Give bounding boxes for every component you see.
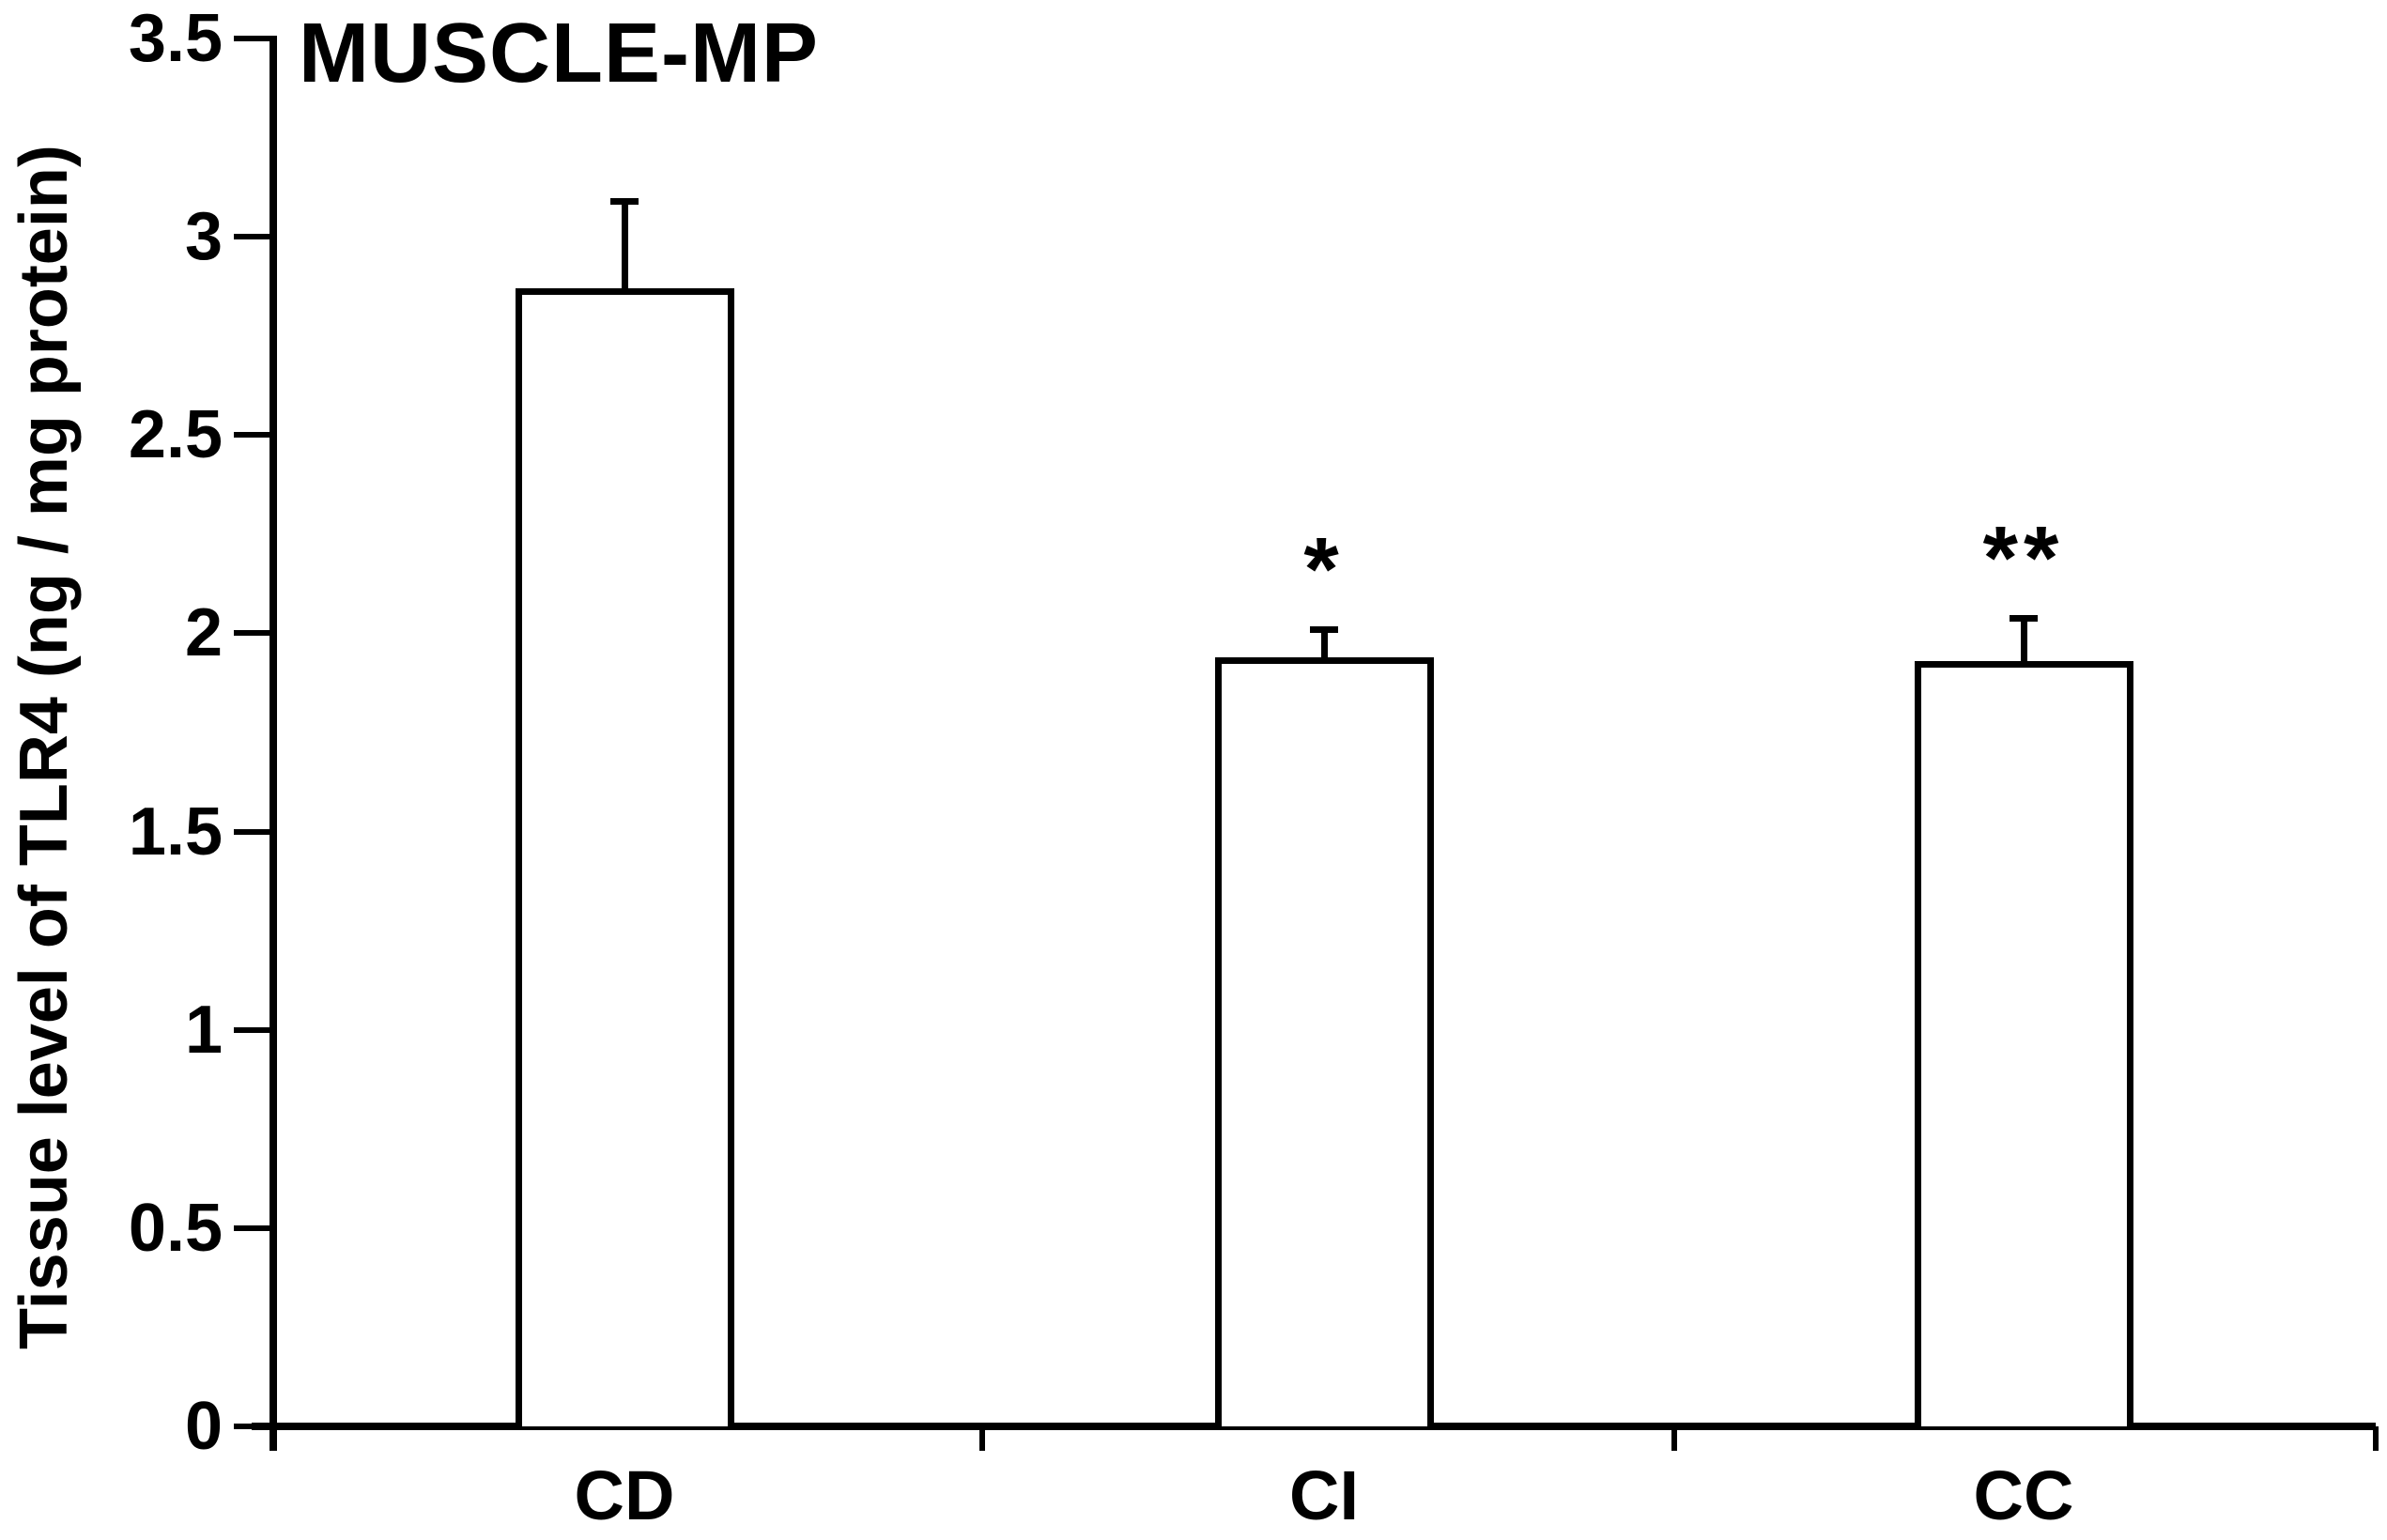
y-tick-label: 1 (184, 992, 223, 1068)
y-axis-tick (234, 1424, 270, 1429)
y-tick-label: 3 (184, 199, 223, 275)
y-axis-tick (234, 432, 270, 439)
y-axis-tick (234, 1026, 270, 1033)
significance-marker: * (1303, 519, 1345, 621)
bar (515, 287, 734, 1426)
x-axis-tick (979, 1426, 985, 1451)
bar (1914, 660, 2133, 1426)
error-bar-cap (610, 198, 639, 206)
y-axis-tick (234, 35, 270, 41)
y-axis-label: Tissue level of TLR4 (ng / mg protein) (7, 145, 82, 1349)
error-bar-line (1320, 629, 1328, 657)
x-axis-tick (2373, 1426, 2379, 1451)
significance-marker: ** (1982, 507, 2065, 608)
y-tick-label: 2.5 (128, 397, 223, 473)
x-axis-tick (1671, 1426, 1677, 1451)
x-category-label: CC (1973, 1456, 2074, 1534)
x-category-label: CI (1289, 1456, 1359, 1534)
y-tick-label: 1.5 (128, 793, 223, 870)
error-bar-line (621, 201, 628, 288)
y-tick-label: 3.5 (128, 0, 223, 76)
error-bar-cap (1310, 626, 1338, 634)
y-axis-tick (234, 234, 270, 240)
bar (1214, 656, 1434, 1426)
y-axis-tick (234, 1224, 270, 1231)
y-tick-label: 0.5 (128, 1190, 223, 1266)
y-tick-label: 0 (184, 1389, 223, 1464)
y-axis-tick (234, 828, 270, 835)
chart-title: MUSCLE-MP (299, 7, 819, 100)
error-bar-line (2020, 617, 2027, 661)
error-bar-cap (2010, 614, 2038, 622)
y-axis-tick (234, 630, 270, 637)
x-category-label: CD (574, 1456, 675, 1534)
y-axis-line (270, 36, 277, 1451)
x-axis-line (252, 1423, 2376, 1430)
y-tick-label: 2 (184, 595, 223, 671)
